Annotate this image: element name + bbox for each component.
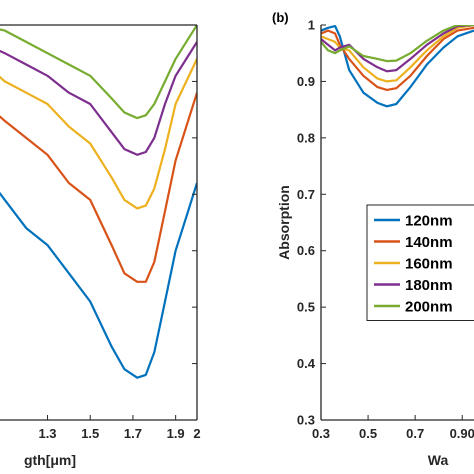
x-tick-label: 1.5 bbox=[81, 426, 99, 441]
y-tick-label: 1 bbox=[308, 18, 315, 33]
legend-entry: 160nm bbox=[405, 256, 453, 273]
legend: 120nm 140nm 160nm 180nm 200nm bbox=[366, 204, 474, 321]
x-tick-label: 1.3 bbox=[38, 426, 56, 441]
x-axis-title: gth[μm] bbox=[24, 452, 76, 468]
panel-a: 1.3 1.5 1.7 1.9 2 gth[μm] bbox=[0, 24, 201, 468]
y-tick-label: 0.4 bbox=[297, 356, 316, 371]
legend-entry: 120nm bbox=[405, 213, 453, 230]
legend-entry: 180nm bbox=[405, 277, 453, 294]
x-tick-label: 0.3 bbox=[312, 426, 330, 441]
legend-entry: 200nm bbox=[405, 299, 453, 316]
y-tick-label: 0.9 bbox=[297, 74, 315, 89]
panel-label: (b) bbox=[272, 10, 289, 25]
x-tick-label: 0.5 bbox=[359, 426, 377, 441]
legend-entry: 140nm bbox=[405, 234, 453, 251]
y-tick-label: 0.3 bbox=[297, 413, 315, 428]
series-line-series-5 bbox=[0, 25, 197, 120]
x-tick-label: 0.90 bbox=[450, 426, 474, 441]
y-tick-label: 0.7 bbox=[297, 187, 315, 202]
x-tick-label: 1.9 bbox=[167, 426, 185, 441]
panel-b: 0.3 0.5 0.7 0.90 0.3 0.4 0.5 0.6 0.7 0.8 0.9 1 Wa Abs… bbox=[272, 10, 474, 468]
x-tick-label: 2 bbox=[193, 426, 200, 441]
x-axis-title: Wa bbox=[428, 452, 449, 468]
series-line-series-4 bbox=[0, 41, 197, 156]
series-line-120nm bbox=[321, 25, 474, 108]
series-line-160nm bbox=[321, 25, 474, 83]
y-tick-label: 0.8 bbox=[297, 130, 315, 145]
series-line-200nm bbox=[321, 25, 474, 63]
series-line-180nm bbox=[321, 25, 474, 73]
x-tick-label: 1.7 bbox=[124, 426, 142, 441]
series-line-140nm bbox=[321, 26, 474, 91]
y-tick-label: 0.5 bbox=[297, 300, 315, 315]
y-tick-label: 0.6 bbox=[297, 243, 315, 258]
series-line-series-3 bbox=[0, 58, 197, 210]
series-line-series-1 bbox=[0, 182, 197, 379]
series-line-series-2 bbox=[0, 92, 197, 283]
y-axis-title: Absorption bbox=[276, 185, 292, 260]
x-tick-label: 0.7 bbox=[406, 426, 424, 441]
